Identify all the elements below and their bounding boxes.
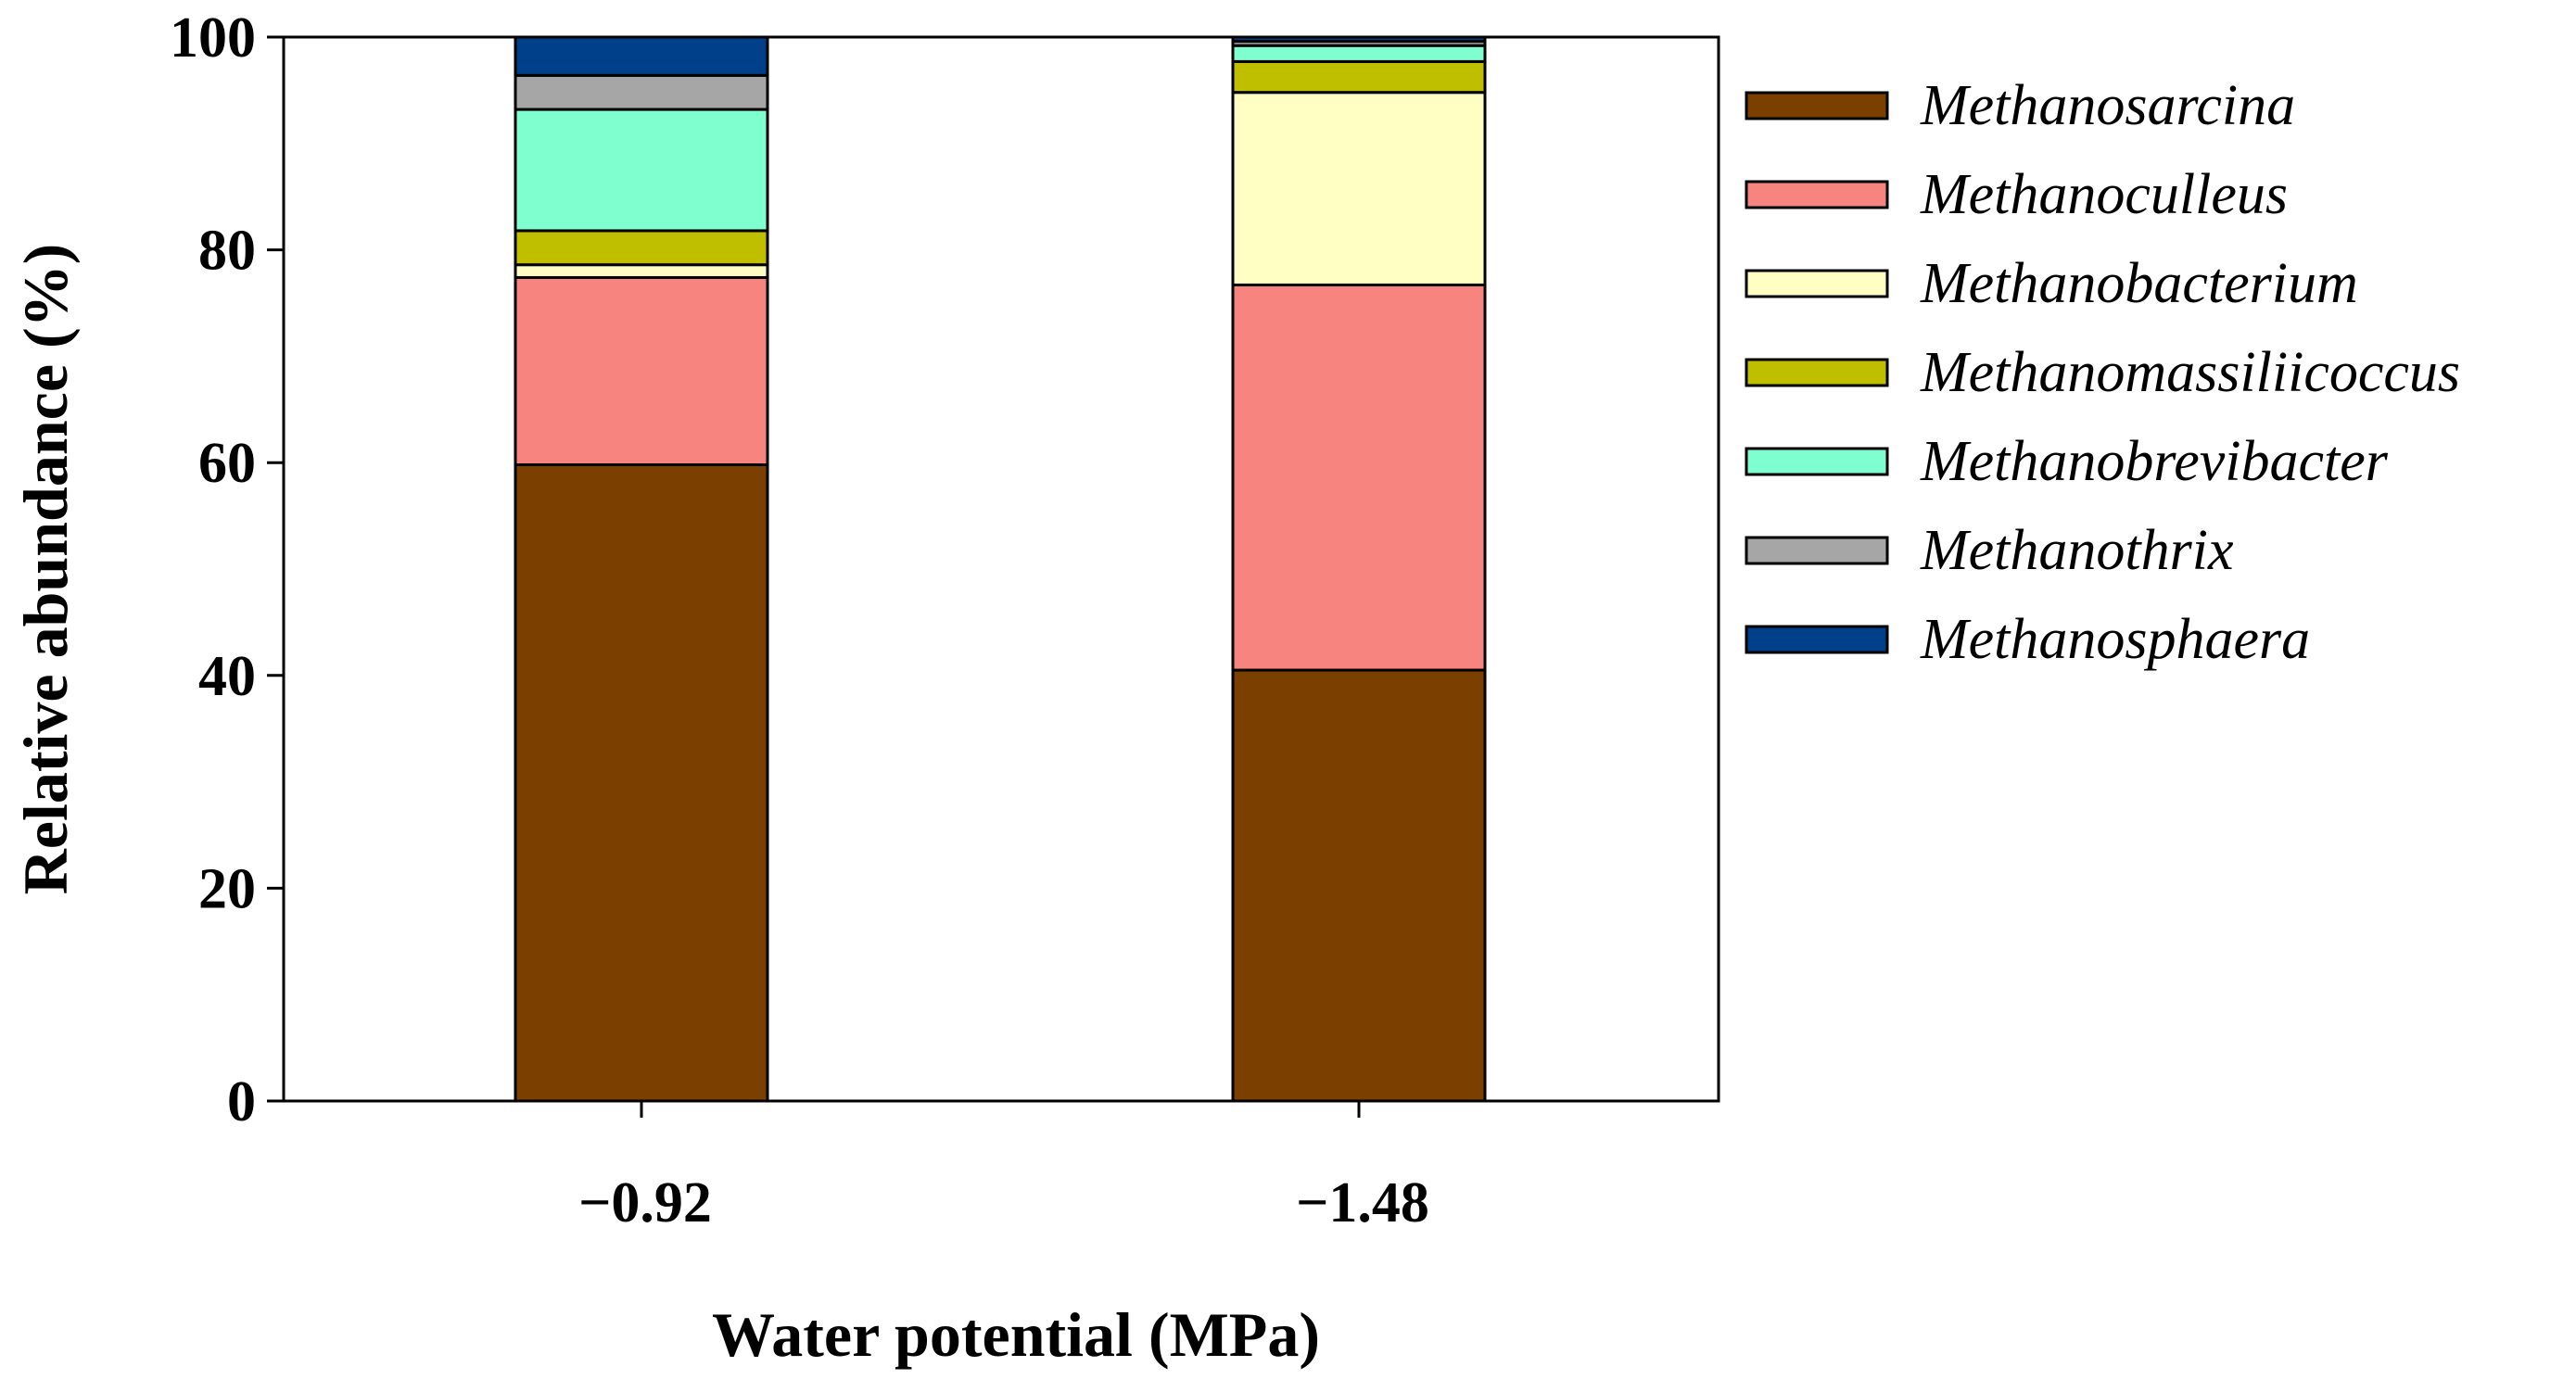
bar-segment-methanobrevibacter-0 <box>514 108 769 233</box>
x-axis-title: Water potential (MPa) <box>712 1299 1320 1370</box>
bar-segment-methanoculleus-1 <box>1231 283 1487 672</box>
y-tick-label: 40 <box>198 645 256 708</box>
legend-label-methanobrevibacter: Methanobrevibacter <box>1920 430 2389 493</box>
legend-label-methanoculleus: Methanoculleus <box>1920 163 2288 226</box>
bar-segment-methanobacterium-0 <box>514 263 769 279</box>
y-tick-label: 20 <box>198 857 256 920</box>
legend-swatch-methanomassiliicoccus <box>1745 358 1889 387</box>
legend: Methanosarcina Methanoculleus Methanobacte… <box>1745 74 2460 671</box>
legend-swatch-methanoculleus <box>1745 180 1889 209</box>
bar-segment-methanosarcina-1 <box>1231 668 1487 1103</box>
bar-segment-methanoculleus-0 <box>514 275 769 466</box>
bar-segment-methanomassiliicoccus-0 <box>514 229 769 267</box>
bar-segment-methanobacterium-1 <box>1231 91 1487 286</box>
y-tick-label: 0 <box>227 1070 256 1133</box>
legend-swatch-methanosphaera <box>1745 625 1889 654</box>
bar-segment-methanothrix-0 <box>514 73 769 111</box>
plot-area <box>282 35 1720 1103</box>
x-tick-label: −0.92 <box>578 1171 712 1234</box>
y-tick-label: 80 <box>198 220 256 283</box>
bar-segment-methanosarcina-0 <box>514 462 769 1103</box>
y-tick-label: 100 <box>170 6 256 70</box>
bar-segment-methanomassiliicoccus-1 <box>1231 59 1487 95</box>
legend-label-methanobacterium: Methanobacterium <box>1920 252 2358 315</box>
bar-segment-methanobrevibacter-1 <box>1231 44 1487 63</box>
legend-swatch-methanobacterium <box>1745 269 1889 298</box>
bars-group <box>514 35 1487 1103</box>
legend-swatch-methanobrevibacter <box>1745 447 1889 476</box>
y-axis: 0 20 40 60 80 100 <box>170 6 284 1133</box>
legend-swatch-methanosarcina <box>1745 91 1889 120</box>
y-tick-label: 60 <box>198 432 256 495</box>
legend-swatch-methanothrix <box>1745 536 1889 565</box>
bar-segment-methanosphaera-1 <box>1231 35 1487 44</box>
y-axis-title: Relative abundance (%) <box>10 244 81 895</box>
legend-label-methanomassiliicoccus: Methanomassiliicoccus <box>1920 341 2460 404</box>
bar-segment-methanosphaera-0 <box>514 35 769 77</box>
x-tick-label: −1.48 <box>1296 1171 1429 1234</box>
legend-label-methanosphaera: Methanosphaera <box>1920 608 2310 671</box>
legend-label-methanothrix: Methanothrix <box>1920 519 2234 582</box>
legend-label-methanosarcina: Methanosarcina <box>1920 74 2295 137</box>
x-axis: −0.92 −1.48 <box>578 1101 1429 1234</box>
